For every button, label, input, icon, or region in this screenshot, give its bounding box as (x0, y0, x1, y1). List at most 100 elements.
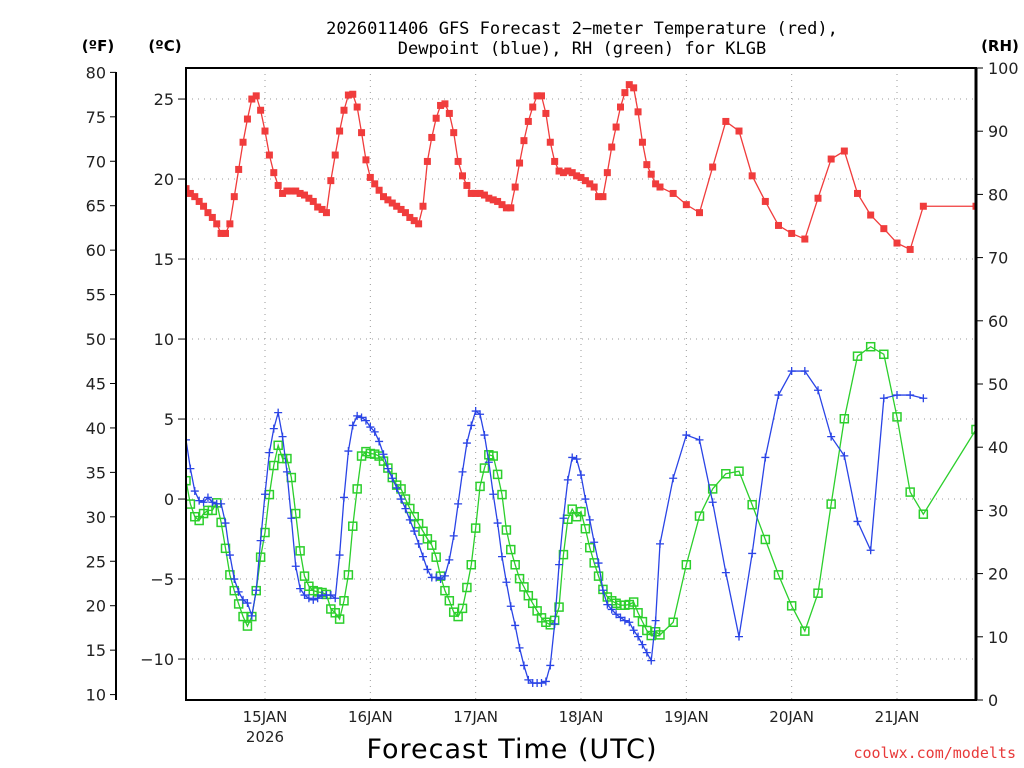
relative-humidity-point (299, 571, 310, 581)
temperature-point (502, 204, 510, 212)
temperature-point (287, 187, 295, 195)
dewpoint-point (642, 648, 651, 657)
dewpoint-point (383, 464, 392, 473)
dewpoint-point (585, 515, 594, 524)
relative-humidity-point (721, 468, 731, 479)
relative-humidity-point (554, 602, 564, 612)
dewpoint-point (524, 675, 533, 684)
dewpoint-point (340, 493, 348, 502)
x-tick-label: 20JAN (769, 708, 814, 726)
dewpoint-point (919, 394, 928, 403)
dewpoint-point (695, 435, 704, 444)
dewpoint-point (370, 427, 379, 436)
dewpoint-point (853, 517, 862, 526)
temperature-point (511, 183, 519, 191)
relative-humidity-point (905, 487, 915, 497)
x-tick-label: 15JAN (243, 708, 288, 726)
relative-humidity-point (628, 597, 639, 607)
temperature-point (573, 172, 581, 180)
fahrenheit-tick-label: 50 (86, 330, 106, 349)
temperature-point (336, 127, 344, 135)
dewpoint-point (577, 471, 585, 480)
fahrenheit-tick-label: 45 (86, 374, 106, 393)
temperature-point (559, 169, 567, 177)
temperature-point (397, 205, 405, 213)
dewpoint-point (203, 493, 212, 502)
dewpoint-point (612, 610, 621, 619)
fahrenheit-tick-label: 30 (86, 508, 106, 527)
relative-humidity-point (668, 617, 678, 628)
temperature-point (309, 197, 317, 205)
dewpoint-point (625, 618, 634, 627)
relative-humidity-point (339, 596, 349, 606)
fahrenheit-tick-label: 80 (86, 63, 106, 82)
dewpoint-point (344, 447, 353, 456)
temperature-point (322, 209, 330, 217)
relative-humidity-point (343, 570, 354, 580)
temperature-point (682, 201, 690, 209)
chart-title-line-2: Dewpoint (blue), RH (green) for KLGB (398, 39, 766, 59)
dewpoint-point (454, 499, 463, 508)
dewpoint-point (190, 487, 199, 496)
temperature-point (270, 169, 278, 177)
fahrenheit-tick-label: 35 (86, 463, 106, 482)
dewpoint-point (568, 453, 577, 462)
dewpoint-point (879, 394, 888, 403)
dewpoint-point (265, 448, 274, 457)
rh-tick-label: 10 (988, 628, 1008, 647)
temperature-point (494, 197, 502, 205)
temperature-point (204, 209, 212, 217)
dewpoint-point (656, 539, 664, 548)
relative-humidity-point (580, 523, 591, 534)
x-tick-label: 16JAN (348, 708, 393, 726)
temperature-point (608, 143, 616, 151)
temperature-point (301, 191, 308, 199)
dewpoint-point (493, 519, 502, 528)
temperature-point (248, 95, 256, 103)
temperature-point (283, 187, 291, 195)
dewpoint-point (590, 538, 599, 547)
temperature-point (775, 221, 782, 229)
temperature-point (415, 220, 423, 228)
temperature-point (380, 193, 387, 201)
dewpoint-point (239, 595, 248, 604)
relative-humidity-point (238, 611, 248, 622)
dewpoint-point (511, 621, 520, 630)
x-tick-label: 17JAN (453, 708, 498, 726)
relative-humidity-point (462, 582, 472, 593)
temperature-point (327, 177, 335, 185)
temperature-point (265, 151, 273, 159)
temperature-point (638, 138, 646, 146)
temperature-point (498, 201, 506, 209)
rh-tick-label: 50 (988, 375, 1008, 394)
dewpoint-point (243, 599, 252, 608)
rh-tick-label: 40 (988, 438, 1008, 457)
dewpoint-point (357, 413, 366, 422)
dewpoint-point (230, 575, 239, 584)
dewpoint-point (313, 594, 322, 603)
temperature-point (696, 209, 703, 217)
relative-humidity-point (492, 469, 503, 480)
dewpoint-point (581, 495, 590, 504)
dewpoint-point (541, 677, 550, 686)
celsius-tick-label: 10 (154, 330, 174, 349)
dewpoint-point (405, 515, 414, 524)
temperature-point (555, 167, 563, 175)
dewpoint-point (814, 386, 822, 395)
dewpoint-point (414, 539, 423, 548)
dewpoint-point (800, 367, 809, 376)
temperature-point (476, 189, 484, 197)
relative-humidity-point (637, 616, 648, 627)
celsius-tick-label: 20 (154, 170, 174, 189)
temperature-point (217, 229, 225, 237)
credit-link[interactable]: coolwx.com/modelts (853, 744, 1016, 762)
relative-humidity-point (839, 414, 850, 424)
temperature-point (441, 100, 449, 108)
temperature-point (450, 129, 458, 137)
temperature-point (625, 81, 633, 89)
celsius-tick-label: −10 (140, 650, 174, 669)
relative-humidity-point (444, 596, 455, 606)
temperature-point (353, 103, 361, 111)
dewpoint-point (471, 407, 480, 416)
